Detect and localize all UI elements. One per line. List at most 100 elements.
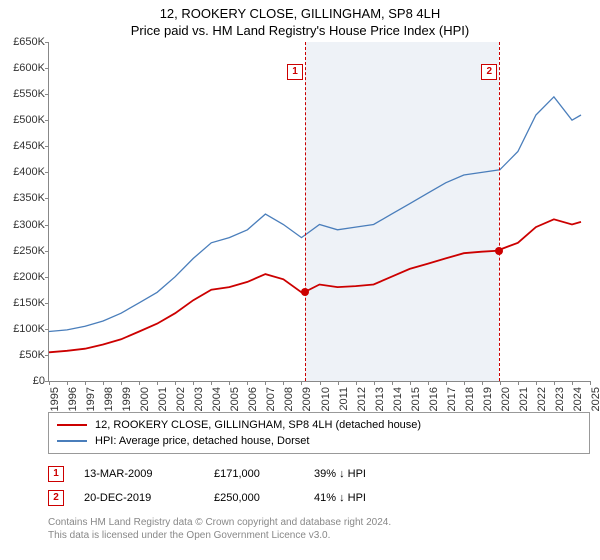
x-axis-label: 2014 [392, 387, 404, 427]
x-axis-label: 1996 [67, 387, 79, 427]
transactions-table: 113-MAR-2009£171,00039% ↓ HPI220-DEC-201… [48, 462, 590, 510]
title-block: 12, ROOKERY CLOSE, GILLINGHAM, SP8 4LH P… [0, 0, 600, 42]
x-tick-mark [536, 381, 537, 385]
y-tick-mark [45, 42, 49, 43]
x-tick-mark [301, 381, 302, 385]
x-axis-label: 2007 [265, 387, 277, 427]
x-axis-label: 1997 [85, 387, 97, 427]
x-tick-mark [500, 381, 501, 385]
plot-region: £0£50K£100K£150K£200K£250K£300K£350K£400… [48, 42, 590, 382]
y-axis-label: £100K [1, 323, 45, 335]
y-axis-label: £350K [1, 192, 45, 204]
x-tick-mark [374, 381, 375, 385]
transaction-marker-box: 2 [481, 64, 497, 80]
x-axis-label: 1999 [121, 387, 133, 427]
series-line-property [49, 219, 581, 352]
x-axis-label: 2022 [536, 387, 548, 427]
transaction-price: £171,000 [214, 468, 314, 480]
y-tick-mark [45, 225, 49, 226]
y-tick-mark [45, 303, 49, 304]
transaction-date: 13-MAR-2009 [84, 468, 214, 480]
chart-container: 12, ROOKERY CLOSE, GILLINGHAM, SP8 4LH P… [0, 0, 600, 542]
transaction-hpi-delta: 41% ↓ HPI [314, 492, 414, 504]
y-tick-mark [45, 68, 49, 69]
y-axis-label: £450K [1, 140, 45, 152]
y-axis-label: £550K [1, 88, 45, 100]
y-tick-mark [45, 277, 49, 278]
x-tick-mark [554, 381, 555, 385]
x-tick-mark [175, 381, 176, 385]
x-axis-label: 2004 [211, 387, 223, 427]
chart-area: £0£50K£100K£150K£200K£250K£300K£350K£400… [48, 42, 590, 402]
x-tick-mark [572, 381, 573, 385]
x-axis-label: 2024 [572, 387, 584, 427]
y-axis-label: £150K [1, 297, 45, 309]
x-tick-mark [247, 381, 248, 385]
x-tick-mark [590, 381, 591, 385]
transaction-date: 20-DEC-2019 [84, 492, 214, 504]
x-tick-mark [392, 381, 393, 385]
x-tick-mark [283, 381, 284, 385]
legend-item: HPI: Average price, detached house, Dors… [57, 433, 581, 449]
chart-lines [49, 42, 590, 381]
transaction-row: 113-MAR-2009£171,00039% ↓ HPI [48, 462, 590, 486]
legend-label: HPI: Average price, detached house, Dors… [95, 435, 309, 447]
transaction-index-box: 2 [48, 490, 64, 506]
x-tick-mark [121, 381, 122, 385]
y-tick-mark [45, 94, 49, 95]
x-axis-label: 2001 [157, 387, 169, 427]
x-tick-mark [139, 381, 140, 385]
x-tick-mark [229, 381, 230, 385]
x-axis-label: 2023 [554, 387, 566, 427]
x-axis-label: 2011 [338, 387, 350, 427]
x-axis-label: 2017 [446, 387, 458, 427]
x-tick-mark [211, 381, 212, 385]
x-tick-mark [518, 381, 519, 385]
x-axis-label: 2009 [301, 387, 313, 427]
y-tick-mark [45, 198, 49, 199]
x-axis-label: 2006 [247, 387, 259, 427]
y-axis-label: £300K [1, 219, 45, 231]
x-axis-label: 2020 [500, 387, 512, 427]
footer-line2: This data is licensed under the Open Gov… [48, 529, 590, 542]
x-axis-label: 2002 [175, 387, 187, 427]
transaction-marker-box: 1 [287, 64, 303, 80]
y-tick-mark [45, 172, 49, 173]
transaction-index-box: 1 [48, 466, 64, 482]
y-axis-label: £600K [1, 62, 45, 74]
x-axis-label: 2025 [590, 387, 600, 427]
x-tick-mark [338, 381, 339, 385]
y-axis-label: £200K [1, 271, 45, 283]
x-tick-mark [49, 381, 50, 385]
x-tick-mark [320, 381, 321, 385]
x-tick-mark [446, 381, 447, 385]
x-axis-label: 2015 [410, 387, 422, 427]
title-address: 12, ROOKERY CLOSE, GILLINGHAM, SP8 4LH [0, 6, 600, 21]
x-tick-mark [410, 381, 411, 385]
transaction-vline [305, 42, 306, 381]
transaction-vline [499, 42, 500, 381]
x-axis-label: 2010 [320, 387, 332, 427]
transaction-dot [301, 288, 309, 296]
x-tick-mark [157, 381, 158, 385]
y-axis-label: £250K [1, 245, 45, 257]
x-tick-mark [85, 381, 86, 385]
y-axis-label: £650K [1, 36, 45, 48]
x-axis-label: 2003 [193, 387, 205, 427]
x-tick-mark [464, 381, 465, 385]
footer-attribution: Contains HM Land Registry data © Crown c… [48, 516, 590, 542]
x-tick-mark [265, 381, 266, 385]
y-axis-label: £400K [1, 166, 45, 178]
legend-swatch [57, 440, 87, 442]
y-tick-mark [45, 146, 49, 147]
x-axis-label: 2019 [482, 387, 494, 427]
y-axis-label: £50K [1, 349, 45, 361]
x-tick-mark [103, 381, 104, 385]
y-tick-mark [45, 251, 49, 252]
x-axis-label: 2013 [374, 387, 386, 427]
x-axis-label: 2021 [518, 387, 530, 427]
x-axis-label: 2005 [229, 387, 241, 427]
x-axis-label: 1995 [49, 387, 61, 427]
x-axis-label: 1998 [103, 387, 115, 427]
title-subtitle: Price paid vs. HM Land Registry's House … [0, 23, 600, 38]
